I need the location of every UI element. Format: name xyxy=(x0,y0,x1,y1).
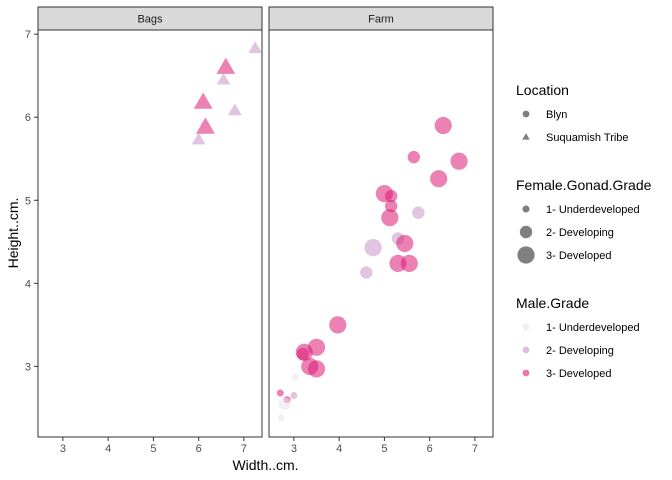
legend-label: Suquamish Tribe xyxy=(546,132,629,144)
x-tick-label: 7 xyxy=(241,443,247,455)
panel-bags: Bags xyxy=(37,6,263,438)
legend-label: 2- Developing xyxy=(546,227,614,239)
data-point xyxy=(195,117,215,134)
data-point xyxy=(278,397,292,410)
legend-key xyxy=(522,369,530,377)
y-tick-label: 5 xyxy=(25,195,31,207)
plot-area-farm xyxy=(268,29,494,438)
x-tick-label: 6 xyxy=(427,443,433,455)
data-point xyxy=(248,41,263,53)
data-point xyxy=(360,266,373,279)
x-tick-label: 7 xyxy=(472,443,478,455)
x-axis-title: Width..cm. xyxy=(232,457,298,473)
data-point xyxy=(450,152,468,170)
data-point xyxy=(290,391,298,399)
y-tick-label: 3 xyxy=(25,361,31,373)
strip-label-bags: Bags xyxy=(137,14,163,26)
legend-shape: Location Blyn Suquamish Tribe xyxy=(516,82,629,144)
x-tick-label: 3 xyxy=(291,443,297,455)
legend-label: 3- Developed xyxy=(546,250,611,262)
legend-title: Location xyxy=(516,82,569,98)
x-tick-label: 4 xyxy=(336,443,342,455)
y-tick-label: 6 xyxy=(25,112,31,124)
legend-key xyxy=(522,205,530,213)
strip-label-farm: Farm xyxy=(368,14,394,26)
x-tick-label: 5 xyxy=(150,443,156,455)
data-points xyxy=(191,41,468,422)
data-point xyxy=(276,389,284,397)
data-point xyxy=(430,170,448,188)
legend-key xyxy=(522,323,530,331)
data-point xyxy=(396,234,414,253)
data-point xyxy=(400,254,418,273)
legend-title: Female.Gonad.Grade xyxy=(516,177,652,193)
data-point xyxy=(384,199,398,213)
data-point xyxy=(364,239,382,257)
data-point xyxy=(291,373,299,381)
legend-key xyxy=(522,133,530,140)
legend-color: Male.Grade 1- Underdeveloped 2- Developing… xyxy=(516,295,640,380)
legend-key xyxy=(517,246,535,264)
axis-ticks: 3 4 5 6 7 3 4 5 6 7 3 4 5 6 7 xyxy=(25,29,478,455)
legend-key xyxy=(522,346,530,354)
y-axis-title: Height..cm. xyxy=(5,198,21,269)
data-point xyxy=(193,92,213,109)
legend-label: Blyn xyxy=(546,109,567,121)
data-point xyxy=(216,72,231,85)
data-point xyxy=(434,116,452,135)
data-point xyxy=(296,347,310,361)
panel-farm: Farm xyxy=(268,6,494,438)
legends: Location Blyn Suquamish Tribe Female.Gonad.… xyxy=(516,82,652,380)
legend-key xyxy=(519,225,533,239)
x-tick-label: 5 xyxy=(381,443,387,455)
legend-label: 1- Underdeveloped xyxy=(546,204,640,216)
legend-size: Female.Gonad.Grade 1- Underdeveloped 2- De… xyxy=(516,177,652,264)
data-point xyxy=(384,189,398,203)
data-point xyxy=(307,360,326,378)
legend-label: 2- Developing xyxy=(546,345,614,357)
data-point xyxy=(277,414,285,422)
data-point xyxy=(191,132,206,145)
legend-label: 1- Underdeveloped xyxy=(546,322,640,334)
data-point xyxy=(329,316,347,334)
plot-area-bags xyxy=(37,29,263,438)
x-tick-label: 6 xyxy=(196,443,202,455)
data-point xyxy=(381,209,399,227)
data-point xyxy=(216,57,236,74)
x-tick-label: 3 xyxy=(60,443,66,455)
data-point xyxy=(407,150,421,164)
legend-label: 3- Developed xyxy=(546,368,611,380)
data-point xyxy=(412,206,425,219)
legend-key xyxy=(522,110,530,118)
legend-title: Male.Grade xyxy=(516,295,589,311)
x-tick-label: 4 xyxy=(105,443,111,455)
data-point xyxy=(228,103,242,116)
y-tick-label: 4 xyxy=(25,278,31,290)
y-tick-label: 7 xyxy=(25,29,31,41)
